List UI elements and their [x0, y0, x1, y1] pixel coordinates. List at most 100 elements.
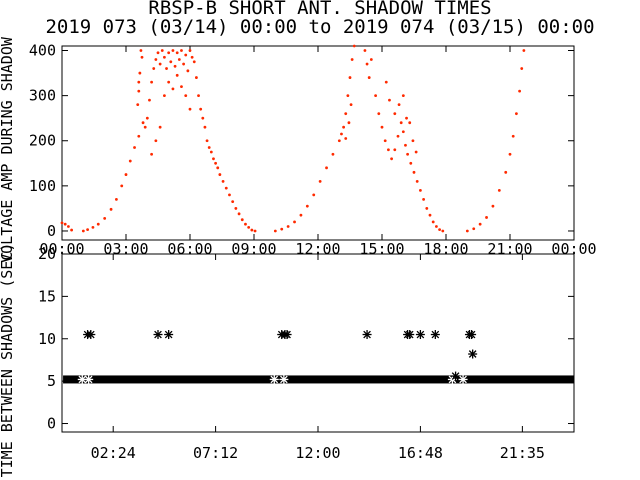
amp-point — [377, 112, 381, 116]
interval-x-ticks: 02:24 07:12 12:00 16:48 21:35 — [91, 254, 545, 462]
amp-point — [518, 89, 521, 93]
amp-point — [137, 80, 141, 84]
amp-points — [60, 44, 526, 233]
amp-point — [485, 216, 488, 219]
amp-point — [387, 148, 390, 152]
x-tick-label: 15:00 — [359, 240, 404, 258]
amp-point — [408, 121, 412, 125]
interval-point — [164, 330, 174, 340]
amp-y-axis-label: VOLTAGE AMP DURING SHADOW — [0, 36, 16, 263]
interval-point — [279, 374, 289, 384]
amp-point — [337, 139, 341, 143]
amp-point — [344, 112, 348, 116]
amp-point — [428, 213, 432, 217]
amp-point — [422, 197, 425, 201]
interval-point — [86, 330, 96, 340]
x-tick-label: 03:00 — [103, 240, 148, 258]
amp-point — [171, 87, 175, 91]
amp-point — [346, 94, 350, 98]
amp-point — [342, 125, 345, 129]
amp-point — [136, 103, 140, 107]
amp-point — [63, 222, 67, 226]
amp-point — [115, 197, 118, 201]
amp-point — [365, 62, 369, 66]
amp-point — [186, 69, 190, 73]
amp-point — [167, 80, 171, 84]
amp-point — [435, 225, 438, 228]
x-tick-label: 06:00 — [167, 240, 212, 258]
amp-point — [188, 107, 192, 111]
amp-plot-frame — [61, 45, 575, 241]
amp-point — [411, 139, 415, 143]
amp-point — [160, 49, 164, 52]
amp-point — [60, 221, 64, 225]
amp-point — [81, 229, 85, 233]
amp-point — [431, 220, 435, 224]
x-tick-label: 18:00 — [423, 240, 468, 258]
y-tick-label: 10 — [38, 330, 56, 348]
amp-point — [286, 225, 290, 228]
y-tick-label: 5 — [47, 372, 56, 390]
amp-point — [511, 134, 515, 138]
amp-point — [318, 179, 322, 183]
interval-point — [458, 374, 468, 384]
amp-point — [133, 146, 136, 149]
amp-point — [195, 76, 198, 79]
interval-point — [467, 330, 477, 340]
amp-point — [293, 220, 296, 224]
amp-point — [409, 161, 413, 165]
y-tick-label: 0 — [47, 415, 56, 433]
amp-point — [273, 229, 277, 233]
amp-point — [152, 67, 156, 70]
amp-point — [163, 94, 166, 98]
amp-point — [491, 204, 495, 208]
amp-point — [390, 157, 393, 161]
amp-point — [224, 186, 228, 190]
amp-point — [180, 49, 183, 52]
amp-point — [383, 139, 387, 143]
amp-point — [250, 228, 254, 232]
interval-y-axis-label: TIME BETWEEN SHADOWS (SEC) — [0, 243, 16, 478]
amp-point — [363, 49, 367, 52]
amp-point — [120, 184, 124, 188]
interval-point — [451, 371, 461, 381]
amp-point — [154, 58, 158, 61]
amp-point — [212, 157, 215, 161]
amp-point — [478, 222, 482, 226]
amp-point — [438, 228, 441, 232]
amp-point — [184, 94, 188, 98]
amp-point — [177, 58, 181, 61]
amp-point — [247, 225, 251, 229]
amp-point — [140, 55, 144, 59]
amp-y-ticks: 0 100 200 300 400 — [29, 42, 574, 240]
amp-point — [414, 150, 418, 154]
amp-point — [203, 125, 207, 129]
x-tick-label: 16:48 — [398, 444, 443, 462]
amp-point — [167, 51, 171, 55]
interval-points — [63, 330, 574, 384]
amp-point — [184, 53, 188, 57]
amp-point — [405, 116, 408, 120]
chart-title-line1: RBSP-B SHORT ANT. SHADOW TIMES — [148, 0, 491, 19]
amp-point — [415, 179, 419, 183]
amp-point — [165, 67, 168, 70]
amp-point — [201, 116, 205, 120]
amp-point — [138, 71, 142, 75]
amp-point — [128, 159, 132, 163]
amp-point — [374, 94, 377, 98]
amp-point — [441, 229, 445, 233]
amp-point — [109, 207, 113, 211]
amp-point — [150, 80, 154, 84]
amp-point — [393, 148, 397, 152]
amp-point — [401, 94, 405, 98]
amp-point — [209, 150, 213, 154]
amp-point — [207, 146, 211, 149]
amp-point — [231, 200, 235, 204]
amp-point — [169, 60, 173, 64]
amp-point — [199, 107, 203, 111]
interval-point — [282, 330, 292, 340]
amp-point — [86, 228, 89, 232]
interval-point — [430, 330, 440, 340]
amp-point — [504, 170, 508, 174]
